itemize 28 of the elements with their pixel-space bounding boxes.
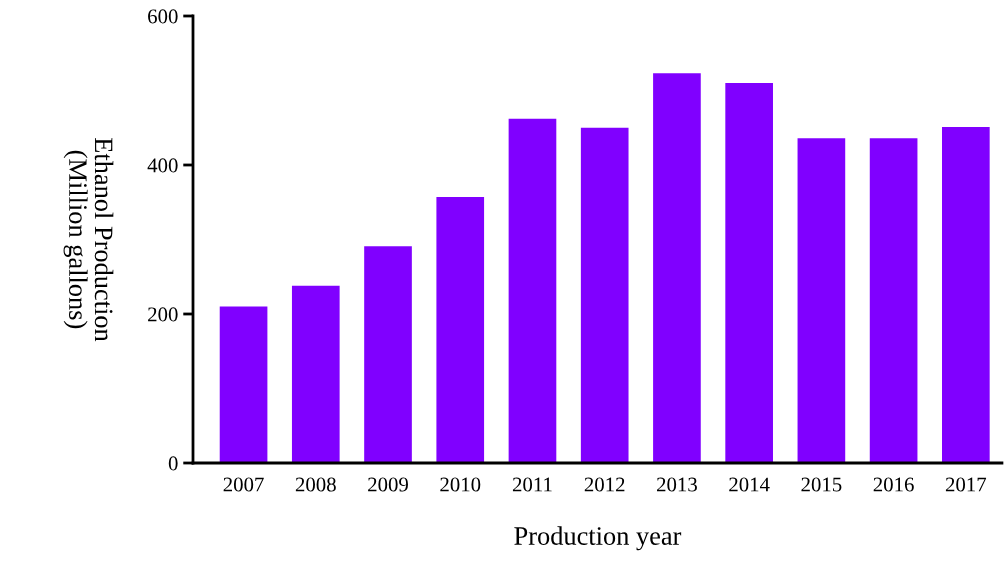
bar bbox=[291, 285, 340, 463]
y-tick-label: 600 bbox=[148, 9, 178, 24]
x-tick-label: 2017 bbox=[945, 477, 987, 492]
x-axis-title: Production year bbox=[514, 526, 682, 551]
bar bbox=[725, 83, 773, 463]
x-tick-label: 2009 bbox=[368, 477, 408, 492]
y-tick-label: 200 bbox=[148, 307, 178, 322]
bar bbox=[942, 127, 990, 463]
x-tick-label: 2016 bbox=[873, 477, 914, 492]
x-tick-label: 2013 bbox=[657, 477, 697, 492]
bar bbox=[364, 246, 412, 463]
bar bbox=[869, 138, 918, 463]
bar bbox=[653, 73, 701, 463]
x-tick-label: 2010 bbox=[440, 477, 481, 492]
bar bbox=[580, 127, 629, 463]
x-tick-label: 2014 bbox=[729, 477, 770, 492]
x-tick-label: 2015 bbox=[801, 477, 842, 492]
y-tick-label: 0 bbox=[168, 456, 178, 471]
bar bbox=[508, 118, 557, 463]
bar bbox=[436, 197, 485, 463]
x-tick-label: 2012 bbox=[584, 477, 625, 492]
bar bbox=[219, 306, 268, 463]
x-tick-label: 2011 bbox=[512, 477, 552, 492]
bar bbox=[797, 138, 846, 463]
x-tick-label: 2008 bbox=[295, 477, 336, 492]
x-tick-label: 2007 bbox=[223, 477, 264, 492]
y-tick-label: 400 bbox=[147, 158, 178, 173]
y-axis-title: Ethanol Production (Million gallons) bbox=[63, 138, 114, 342]
